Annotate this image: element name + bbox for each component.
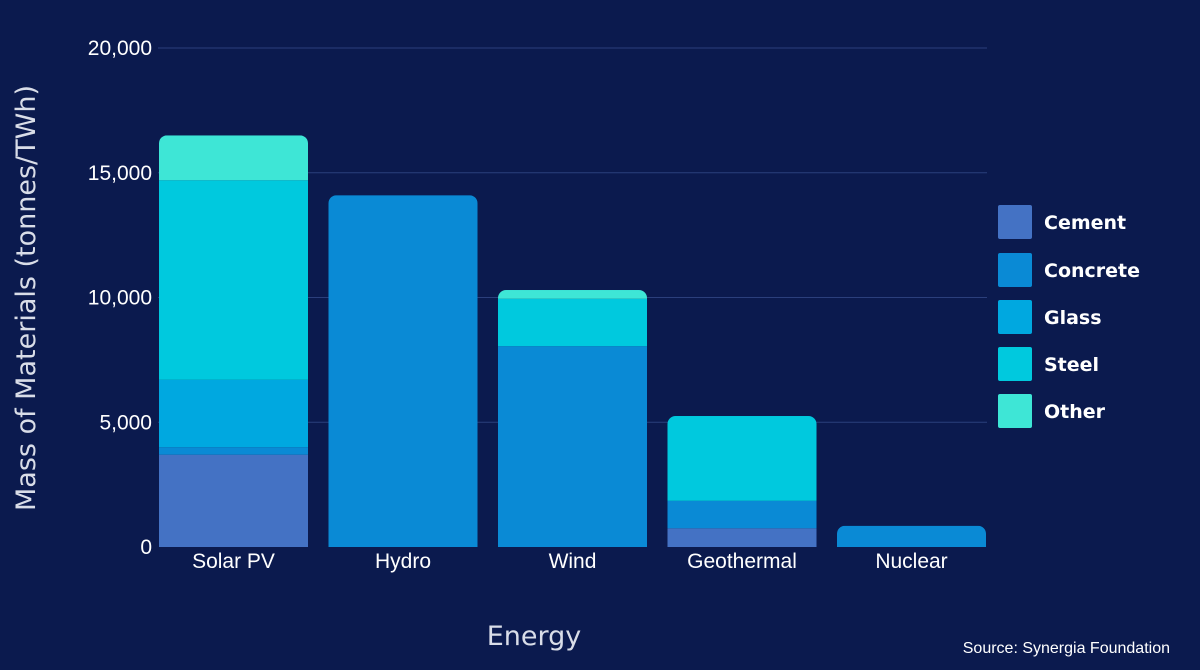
legend-label-glass: Glass (1044, 307, 1102, 329)
bars (159, 135, 986, 547)
x-tick-label: Nuclear (875, 550, 947, 573)
bar-segment-concrete (159, 447, 308, 455)
y-axis-ticks: 0 5,000 10,000 15,000 20,000 (88, 37, 152, 559)
legend-swatch-glass (998, 300, 1032, 334)
x-tick-label: Solar PV (192, 550, 275, 573)
x-tick-label: Hydro (375, 550, 431, 573)
bar-segment-steel (667, 416, 817, 501)
legend-swatch-other (998, 394, 1032, 428)
bar-stack-solar-pv (159, 135, 308, 547)
bar-segment-concrete (837, 525, 986, 547)
y-axis-title: Mass of Materials (tonnes/TWh) (11, 85, 42, 511)
bar-segment-cement (667, 528, 817, 547)
y-tick-label: 15,000 (88, 162, 152, 185)
bar-segment-cement (159, 454, 308, 547)
x-tick-label: Wind (549, 550, 597, 573)
bar-stack-hydro (328, 195, 478, 547)
bar-segment-steel (498, 298, 647, 347)
legend-label-concrete: Concrete (1044, 260, 1140, 282)
y-tick-label: 0 (140, 536, 152, 559)
legend-label-steel: Steel (1044, 354, 1099, 376)
bar-segment-other (159, 135, 308, 181)
y-tick-label: 10,000 (88, 287, 152, 310)
bar-segment-concrete (498, 346, 647, 547)
legend: Cement Concrete Glass Steel Other (998, 205, 1140, 428)
bar-segment-steel (159, 180, 308, 380)
x-axis-title: Energy (487, 621, 582, 652)
x-tick-label: Geothermal (687, 550, 797, 573)
x-axis-ticks: Solar PV Hydro Wind Geothermal Nuclear (192, 550, 948, 573)
legend-label-cement: Cement (1044, 212, 1126, 234)
legend-label-other: Other (1044, 401, 1106, 423)
bar-segment-concrete (667, 500, 817, 529)
bar-segment-other (498, 290, 647, 299)
bar-stack-wind (498, 290, 647, 547)
bar-segment-concrete (328, 195, 478, 547)
legend-swatch-cement (998, 205, 1032, 239)
bar-stack-geothermal (667, 416, 817, 547)
y-tick-label: 5,000 (99, 411, 152, 434)
bar-segment-glass (159, 379, 308, 448)
legend-swatch-steel (998, 347, 1032, 381)
bar-stack-nuclear (837, 525, 986, 547)
y-tick-label: 20,000 (88, 37, 152, 60)
legend-swatch-concrete (998, 253, 1032, 287)
source-note: Source: Synergia Foundation (962, 640, 1170, 657)
